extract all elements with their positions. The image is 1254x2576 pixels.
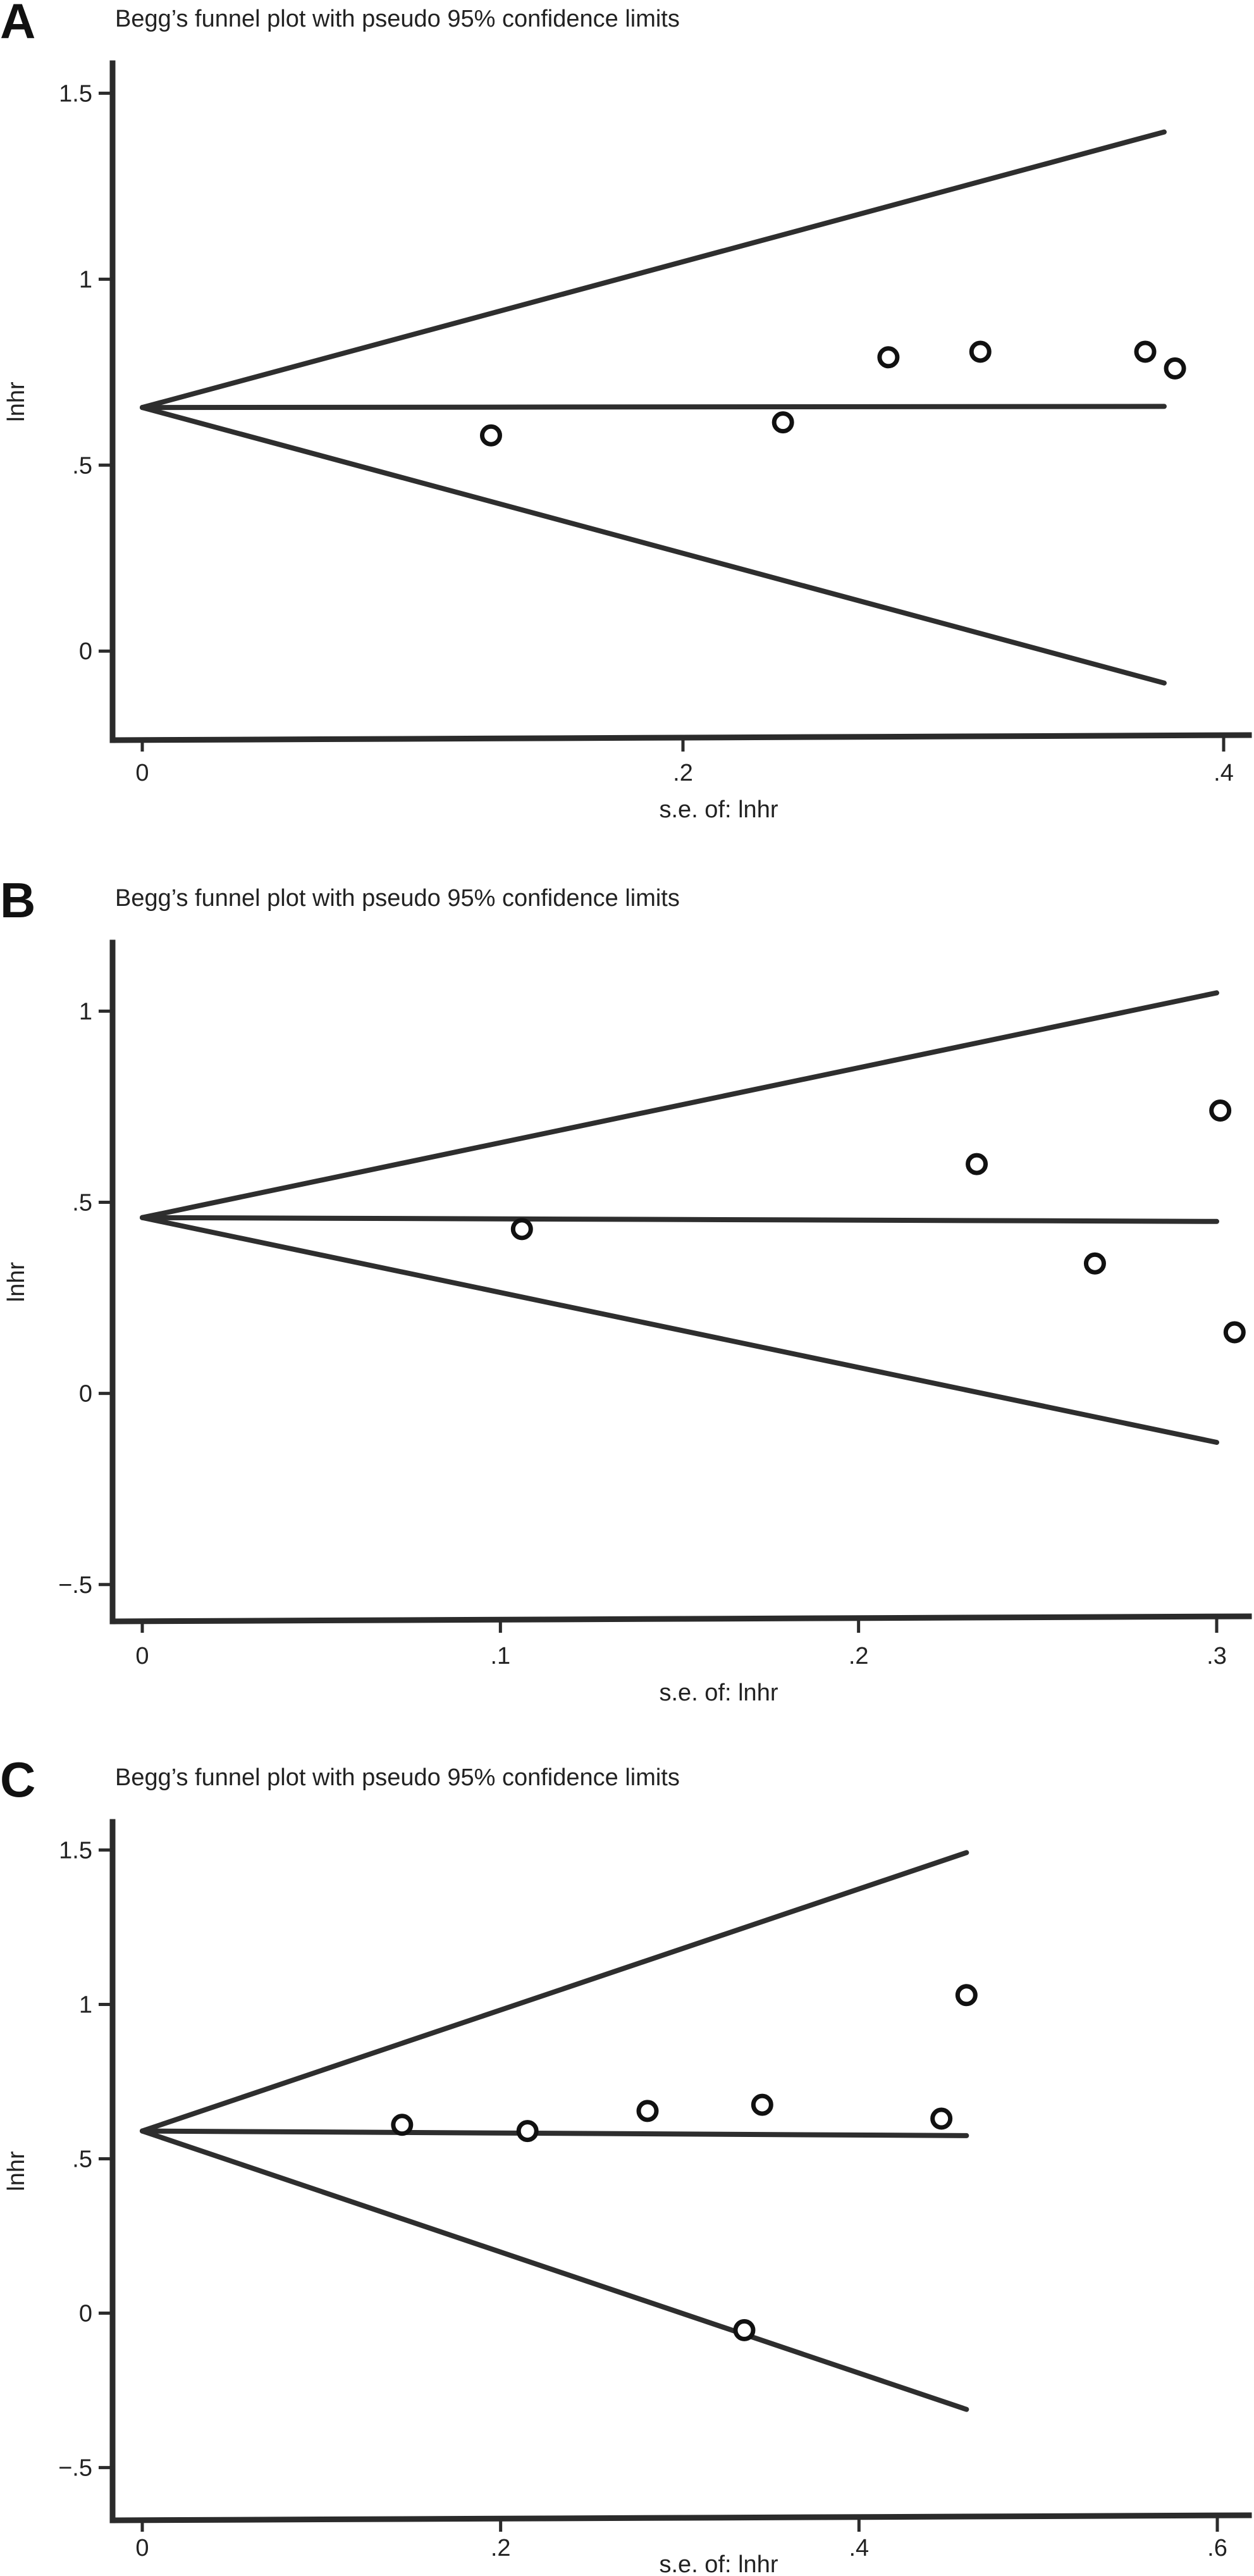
study-point: [1134, 340, 1157, 363]
upper-confidence-limit-line: [140, 1850, 969, 2134]
y-tick-label: −.5: [58, 2455, 92, 2482]
y-tick-label: 0: [79, 1381, 92, 1408]
x-axis-label: s.e. of: lnhr: [660, 796, 778, 823]
y-axis-label: lnhr: [3, 1261, 30, 1302]
x-tick-label: .6: [1207, 2535, 1227, 2561]
y-tick-label: 0: [79, 638, 92, 665]
study-point: [969, 340, 992, 363]
y-axis-label: lnhr: [3, 2151, 30, 2191]
y-tick-label: .5: [72, 2146, 92, 2173]
study-point: [751, 2093, 773, 2116]
y-tick-label: .5: [72, 1190, 92, 1217]
panel-a: A Begg’s funnel plot with pseudo 95% conf…: [0, 0, 1252, 823]
study-point: [391, 2114, 414, 2136]
x-tick-label: .4: [1214, 760, 1234, 786]
y-tick-label: 1: [79, 1991, 92, 2018]
y-tick-label: −.5: [58, 1572, 92, 1599]
study-point: [479, 424, 502, 447]
x-axis-line: [109, 732, 1252, 743]
x-axis-line: [109, 2512, 1252, 2523]
x-tick-label: 0: [135, 1643, 149, 1669]
panel-b: B Begg’s funnel plot with pseudo 95% conf…: [0, 872, 1252, 1706]
study-point: [877, 346, 900, 369]
lower-confidence-limit-line: [140, 405, 1167, 686]
y-tick-label: 1: [79, 998, 92, 1025]
pooled-estimate-line: [140, 404, 1167, 411]
panel-c: C Begg’s funnel plot with pseudo 95% conf…: [0, 1752, 1252, 2576]
upper-confidence-limit-line: [140, 990, 1219, 1220]
x-axis-label: s.e. of: lnhr: [660, 1680, 778, 1706]
study-point: [1223, 1321, 1246, 1344]
study-point: [1083, 1252, 1106, 1275]
panel-letter: A: [0, 0, 35, 49]
study-point: [930, 2107, 953, 2130]
study-point: [636, 2100, 659, 2122]
chart-title: Begg’s funnel plot with pseudo 95% confi…: [115, 885, 680, 912]
study-point: [771, 411, 794, 434]
study-point: [1209, 1099, 1232, 1122]
x-tick-label: .4: [849, 2535, 869, 2561]
y-tick-label: 1: [79, 266, 92, 293]
panel-letter: B: [0, 872, 35, 928]
study-point: [1164, 357, 1186, 380]
x-tick-label: .1: [490, 1643, 510, 1669]
study-point: [733, 2319, 756, 2341]
x-axis-line: [109, 1613, 1252, 1625]
chart-title: Begg’s funnel plot with pseudo 95% confi…: [115, 1764, 680, 1791]
y-tick-label: 1.5: [59, 80, 92, 107]
y-tick-label: 1.5: [59, 1837, 92, 1864]
study-point: [510, 1218, 533, 1241]
lower-confidence-limit-line: [140, 1215, 1219, 1446]
y-axis-label: lnhr: [3, 381, 30, 422]
y-tick-label: 0: [79, 2301, 92, 2327]
study-point: [516, 2120, 539, 2143]
y-tick-label: .5: [72, 452, 92, 479]
panel-letter: C: [0, 1752, 35, 1807]
pooled-estimate-line: [140, 2128, 969, 2138]
study-point: [966, 1153, 988, 1175]
x-tick-label: .2: [673, 760, 693, 786]
study-point: [955, 1984, 978, 2007]
lower-confidence-limit-line: [140, 2128, 969, 2412]
pooled-estimate-line: [140, 1215, 1219, 1224]
upper-confidence-limit-line: [140, 129, 1167, 411]
x-tick-label: 0: [135, 2535, 149, 2561]
x-tick-label: .2: [491, 2535, 511, 2561]
x-tick-label: .2: [849, 1643, 869, 1669]
x-axis-label: s.e. of: lnhr: [660, 2551, 778, 2576]
chart-title: Begg’s funnel plot with pseudo 95% confi…: [115, 6, 680, 32]
x-tick-label: .3: [1207, 1643, 1227, 1669]
x-tick-label: 0: [135, 760, 149, 786]
